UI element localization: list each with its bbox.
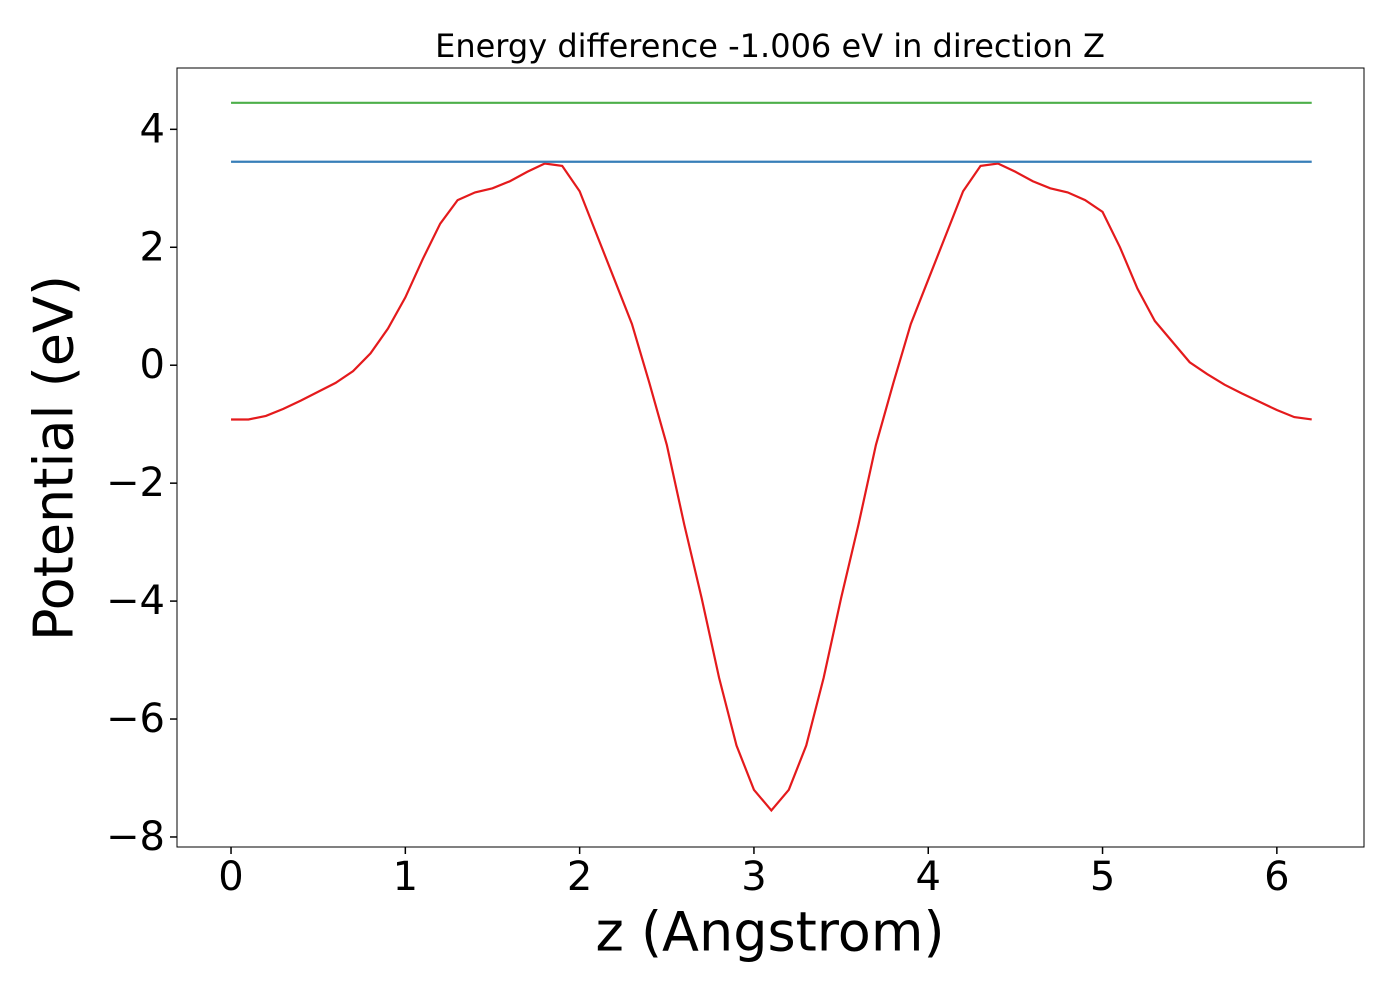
y-tick-label: −6 bbox=[106, 696, 165, 742]
y-axis-label: Potential (eV) bbox=[23, 275, 86, 641]
y-tick-label: −4 bbox=[106, 578, 165, 624]
y-tick-label: −2 bbox=[106, 460, 165, 506]
x-tick-label: 1 bbox=[393, 854, 418, 900]
x-axis-label: z (Angstrom) bbox=[595, 901, 944, 964]
x-tick-label: 6 bbox=[1264, 854, 1289, 900]
chart-title: Energy difference -1.006 eV in direction… bbox=[435, 27, 1105, 65]
x-tick-label: 0 bbox=[218, 854, 243, 900]
x-tick-label: 3 bbox=[741, 854, 766, 900]
line-series bbox=[231, 162, 1312, 813]
y-tick-label: 2 bbox=[140, 224, 165, 270]
x-tick-label: 5 bbox=[1090, 854, 1115, 900]
y-tick-label: 4 bbox=[140, 106, 165, 152]
y-tick-label: 0 bbox=[140, 342, 165, 388]
plot-frame bbox=[176, 67, 1365, 848]
x-tick-label: 4 bbox=[916, 854, 941, 900]
y-tick-label: −8 bbox=[106, 814, 165, 860]
x-tick-label: 2 bbox=[567, 854, 592, 900]
